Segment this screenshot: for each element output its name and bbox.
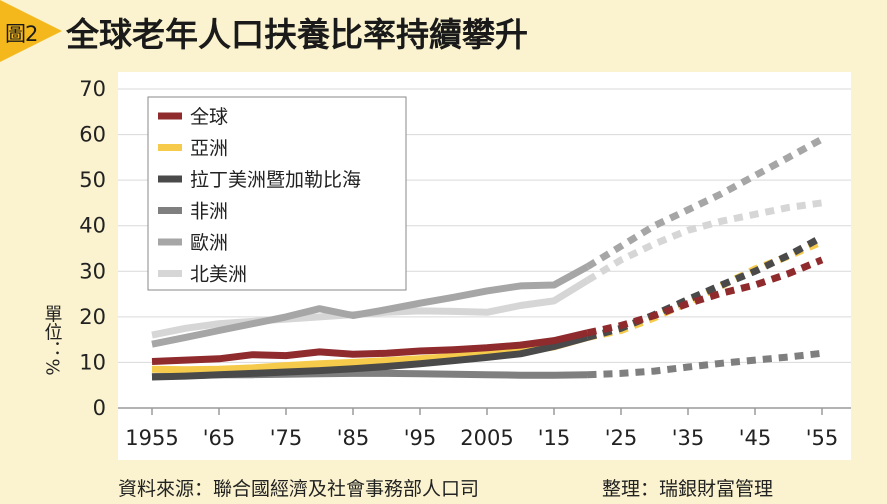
series-line-actual [151, 329, 589, 365]
legend-label: 歐洲 [190, 232, 228, 254]
y-tick-label: 30 [79, 259, 106, 283]
legend-box [147, 96, 407, 291]
y-tick-label: 70 [79, 77, 106, 101]
legend-label: 北美洲 [190, 264, 247, 286]
x-tick-label: '35 [672, 426, 705, 450]
series-lines [151, 136, 824, 381]
x-tick-label: 1955 [125, 426, 178, 450]
series-line-projection [587, 349, 823, 379]
footer-source: 資料來源：聯合國經濟及社會事務部人口司 [118, 478, 480, 500]
chart-title: 全球老年人口扶養比率持續攀升 [66, 15, 528, 54]
series-line-projection [586, 256, 824, 337]
series-line-projection [585, 136, 824, 270]
series-line-actual [151, 263, 590, 348]
legend-label: 亞洲 [190, 138, 228, 160]
y-axis-ticks: 0 10 20 30 40 50 60 70 [79, 77, 106, 420]
y-tick-label: 20 [79, 305, 106, 329]
y-tick-label: 60 [79, 123, 106, 147]
series-line-projection [585, 199, 823, 284]
footer-editor: 整理：瑞銀財富管理 [602, 478, 774, 500]
x-axis-ticks: 1955 '65 '75 '85 '95 2005 '15 '25 '35 '45 '55 [125, 408, 838, 450]
y-tick-label: 40 [79, 214, 106, 238]
y-tick-label: 10 [79, 350, 106, 374]
figure-label: 圖2 [5, 22, 38, 46]
x-tick-label: '55 [806, 426, 839, 450]
x-tick-label: '45 [739, 426, 772, 450]
y-axis-label-text: 單位：% [42, 304, 63, 375]
x-tick-label: '75 [270, 426, 303, 450]
y-tick-label: 50 [79, 168, 106, 192]
legend-label: 非洲 [190, 201, 228, 223]
series-line-actual [151, 334, 589, 381]
x-tick-label: 2005 [460, 426, 513, 450]
x-tick-label: '85 [337, 426, 370, 450]
legend-label: 拉丁美洲暨加勒比海 [190, 169, 361, 191]
x-tick-label: '95 [404, 426, 437, 450]
y-tick-label: 0 [93, 396, 106, 420]
x-tick-label: '25 [605, 426, 638, 450]
x-tick-label: '15 [538, 426, 571, 450]
y-axis-label: 單位：% [42, 304, 63, 375]
x-tick-label: '65 [203, 426, 236, 450]
legend-label: 全球 [190, 106, 228, 128]
